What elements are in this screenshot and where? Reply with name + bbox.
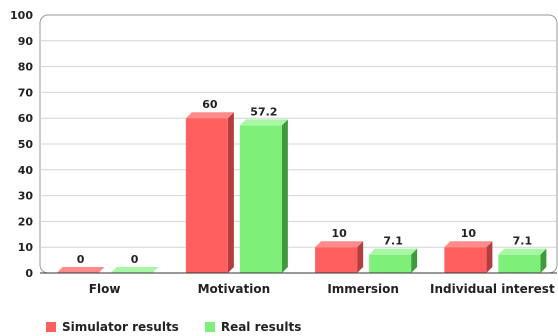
y-tick-label: 50	[18, 138, 34, 151]
bar-top	[369, 248, 418, 255]
category-label: Immersion	[327, 282, 399, 296]
data-label: 0	[131, 253, 139, 266]
bar-top	[56, 267, 105, 273]
category-label: Individual interest	[430, 282, 555, 296]
y-axis: 0 10 20 30 40 50 60 70 80 90 100	[10, 9, 33, 280]
bar-side	[227, 112, 234, 273]
bar-simulator-flow[interactable]	[56, 267, 105, 273]
y-tick-label: 70	[18, 86, 34, 99]
bar-top	[110, 267, 159, 273]
grid-lines	[39, 14, 558, 274]
bar-front	[185, 118, 228, 273]
y-tick-label: 90	[18, 35, 34, 48]
bar-side	[357, 241, 364, 273]
y-tick-label: 30	[18, 190, 34, 203]
legend-swatch-simulator	[46, 322, 56, 332]
data-labels: 0 0 60 57.2 10 7.1 10 7.1	[77, 98, 532, 266]
bar-real-flow[interactable]	[110, 267, 159, 273]
y-tick-label: 100	[10, 9, 33, 22]
bar-front	[444, 247, 487, 273]
bar-front	[369, 254, 412, 273]
bar-side	[281, 119, 288, 273]
legend-label-simulator: Simulator results	[62, 320, 179, 334]
bar-top	[239, 119, 288, 126]
legend-label-real: Real results	[220, 320, 302, 334]
data-label: 57.2	[250, 105, 277, 118]
bar-front	[498, 254, 541, 273]
bar-simulator-motivation[interactable]	[185, 112, 234, 273]
data-label: 10	[461, 227, 477, 240]
bar-real-motivation[interactable]	[239, 119, 288, 273]
bar-side	[540, 248, 547, 273]
bar-top	[498, 248, 547, 255]
legend-item-simulator[interactable]: Simulator results	[46, 320, 179, 334]
bar-simulator-individual-interest[interactable]	[444, 241, 493, 273]
y-tick-label: 80	[18, 61, 34, 74]
data-label: 0	[77, 253, 85, 266]
bar-top	[185, 112, 234, 119]
legend: Simulator results Real results	[46, 320, 301, 334]
data-label: 7.1	[383, 235, 403, 248]
category-label: Motivation	[198, 282, 271, 296]
bars	[56, 112, 547, 273]
legend-swatch-real	[204, 322, 215, 332]
data-label: 10	[331, 227, 347, 240]
bar-front	[239, 125, 282, 273]
bar-side	[411, 248, 418, 273]
x-axis: Flow Motivation Immersion Individual intere…	[40, 272, 557, 296]
bar-front	[315, 247, 358, 273]
data-label: 60	[202, 98, 218, 111]
bar-real-individual-interest[interactable]	[498, 248, 547, 273]
bar-top	[444, 241, 493, 248]
bar-top	[315, 241, 364, 248]
y-tick-label: 0	[25, 267, 33, 280]
y-tick-label: 20	[18, 215, 34, 228]
data-label: 7.1	[513, 235, 533, 248]
bar-side	[486, 241, 493, 273]
legend-item-real[interactable]: Real results	[204, 320, 302, 334]
category-label: Flow	[89, 282, 121, 296]
y-tick-label: 40	[18, 164, 34, 177]
bar-real-immersion[interactable]	[369, 248, 418, 273]
y-tick-label: 10	[18, 241, 34, 254]
bar-simulator-immersion[interactable]	[315, 241, 364, 273]
y-tick-label: 60	[18, 112, 34, 125]
